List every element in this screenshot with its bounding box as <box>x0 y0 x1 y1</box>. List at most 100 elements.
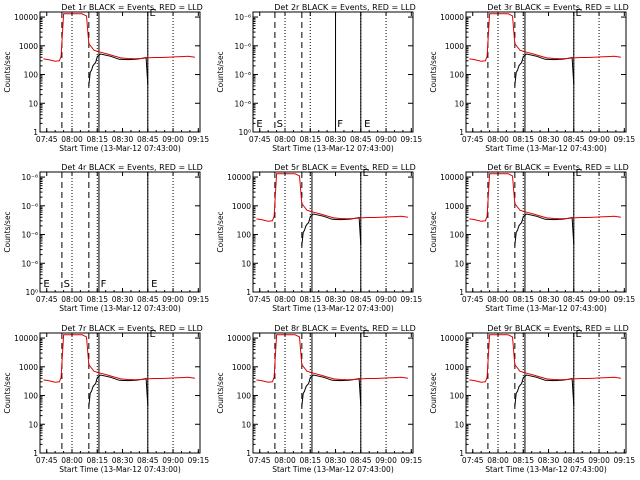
plot-frame <box>39 11 201 133</box>
y-tick-label: 100 <box>450 71 465 80</box>
y-tick-label: 10⁻⁶ <box>21 231 38 240</box>
x-tick-label: 09:00 <box>162 456 184 465</box>
panel-title: Det 2r BLACK = Events, RED = LLD <box>274 3 416 12</box>
x-tick-label: 09:15 <box>401 295 423 304</box>
x-tick-label: 07:45 <box>462 456 484 465</box>
x-tick-label: 08:30 <box>325 456 347 465</box>
x-tick-label: 09:15 <box>401 135 423 144</box>
x-tick-label: 08:15 <box>512 135 534 144</box>
x-tick-label: 08:15 <box>512 295 534 304</box>
y-tick-label: 1 <box>459 288 464 297</box>
x-axis-label: Start Time (13-Mar-12 07:43:00) <box>59 144 181 153</box>
plot-frame <box>39 332 201 454</box>
x-tick-label: 09:00 <box>375 295 397 304</box>
plot-frame <box>465 332 627 454</box>
panel-title: Det 7r BLACK = Events, RED = LLD <box>61 324 203 333</box>
y-tick-label: 1 <box>33 128 38 137</box>
y-tick-label: 10000 <box>14 334 38 343</box>
x-tick-label: 09:15 <box>188 295 210 304</box>
x-tick-label: 08:45 <box>137 456 159 465</box>
y-tick-label: 10000 <box>440 13 464 22</box>
y-tick-label: 10⁻⁶ <box>234 99 251 108</box>
x-tick-label: 08:45 <box>137 135 159 144</box>
event-marker-label: E <box>151 279 157 290</box>
x-tick-label: 08:00 <box>274 456 296 465</box>
y-axis-label: Counts/sec <box>3 211 12 252</box>
x-tick-label: 08:15 <box>86 135 108 144</box>
y-tick-label: 1 <box>459 128 464 137</box>
x-tick-label: 08:45 <box>563 456 585 465</box>
x-axis-label: Start Time (13-Mar-12 07:43:00) <box>272 304 394 313</box>
y-tick-label: 10 <box>28 420 38 429</box>
panel-9: 07:45 08:00 08:15 08:30 08:45 09:00 09:15 1 10 10… <box>429 324 635 474</box>
x-tick-label: 07:45 <box>249 135 271 144</box>
y-axis-label: Counts/sec <box>216 372 225 413</box>
y-tick-label: 10000 <box>440 334 464 343</box>
x-tick-label: 09:15 <box>614 135 636 144</box>
x-tick-label: 08:15 <box>512 456 534 465</box>
panel-title: Det 1r BLACK = Events, RED = LLD <box>61 3 203 12</box>
x-tick-label: 08:30 <box>112 135 134 144</box>
x-tick-label: 09:15 <box>614 456 636 465</box>
panel-title: Det 4r BLACK = Events, RED = LLD <box>61 163 203 172</box>
y-tick-label: 10000 <box>440 173 464 182</box>
plot-frame <box>465 171 627 293</box>
y-axis-label: Counts/sec <box>429 211 438 252</box>
x-tick-label: 07:45 <box>249 456 271 465</box>
x-tick-label: 08:30 <box>538 135 560 144</box>
x-axis-label: Start Time (13-Mar-12 07:43:00) <box>59 465 181 474</box>
panel-7: 07:45 08:00 08:15 08:30 08:45 09:00 09:15 1 10 10… <box>3 324 209 474</box>
panel-6: 07:45 08:00 08:15 08:30 08:45 09:00 09:15 1 10 10… <box>429 163 635 313</box>
x-tick-label: 08:30 <box>325 295 347 304</box>
x-axis-label: Start Time (13-Mar-12 07:43:00) <box>485 144 607 153</box>
y-tick-label: 10⁻⁶ <box>234 13 251 22</box>
x-tick-label: 09:00 <box>375 135 397 144</box>
y-tick-label: 10⁻⁶ <box>21 173 38 182</box>
y-tick-label: 1 <box>33 449 38 458</box>
panel-title: Det 8r BLACK = Events, RED = LLD <box>274 324 416 333</box>
panel-1: 07:45 08:00 08:15 08:30 08:45 09:00 09:15 1 10 10… <box>3 3 209 153</box>
x-tick-label: 08:45 <box>350 135 372 144</box>
y-tick-label: 1 <box>459 449 464 458</box>
x-tick-label: 08:45 <box>137 295 159 304</box>
event-marker-label: E <box>149 329 155 340</box>
x-tick-label: 08:15 <box>86 295 108 304</box>
y-axis-label: Counts/sec <box>3 51 12 92</box>
x-tick-label: 08:00 <box>61 456 83 465</box>
y-axis-label: Counts/sec <box>429 51 438 92</box>
x-tick-label: 08:45 <box>350 456 372 465</box>
event-marker-label: S <box>64 279 70 290</box>
plot-frame <box>39 171 201 293</box>
y-tick-label: 1000 <box>232 202 251 211</box>
x-tick-label: 09:00 <box>162 135 184 144</box>
x-tick-label: 08:15 <box>86 456 108 465</box>
x-tick-label: 07:45 <box>462 135 484 144</box>
lld-series-line <box>256 334 408 383</box>
x-tick-label: 08:00 <box>487 135 509 144</box>
y-tick-label: 100 <box>450 231 465 240</box>
y-tick-label: 10000 <box>227 334 251 343</box>
event-marker-label: F <box>337 119 343 130</box>
y-tick-label: 100 <box>24 71 39 80</box>
event-marker-label: E <box>575 329 581 340</box>
x-tick-label: 07:45 <box>249 295 271 304</box>
panel-3: 07:45 08:00 08:15 08:30 08:45 09:00 09:15 1 10 10… <box>429 3 635 153</box>
x-axis-label: Start Time (13-Mar-12 07:43:00) <box>272 144 394 153</box>
x-tick-label: 08:30 <box>112 456 134 465</box>
y-axis-label: Counts/sec <box>216 211 225 252</box>
event-marker-label: E <box>575 8 581 19</box>
x-tick-label: 09:15 <box>188 135 210 144</box>
y-tick-label: 10 <box>241 420 251 429</box>
event-marker-label: E <box>575 168 581 179</box>
x-tick-label: 08:00 <box>61 135 83 144</box>
event-marker-label: E <box>362 329 368 340</box>
y-tick-label: 1000 <box>232 363 251 372</box>
panel-4: 07:45 08:00 08:15 08:30 08:45 09:00 09:15 10⁰ 10… <box>3 163 209 313</box>
x-tick-label: 08:00 <box>487 456 509 465</box>
event-marker-label: S <box>277 119 283 130</box>
x-tick-label: 09:00 <box>375 456 397 465</box>
x-tick-label: 07:45 <box>462 295 484 304</box>
x-tick-label: 07:45 <box>36 135 58 144</box>
x-tick-label: 08:15 <box>299 135 321 144</box>
y-axis-label: Counts/sec <box>216 51 225 92</box>
